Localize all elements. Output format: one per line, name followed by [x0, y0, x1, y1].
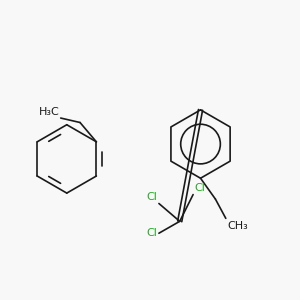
Text: H₃C: H₃C: [39, 107, 59, 117]
Text: Cl: Cl: [194, 183, 205, 194]
Text: Cl: Cl: [147, 228, 158, 238]
Text: Cl: Cl: [147, 192, 158, 202]
Text: CH₃: CH₃: [227, 221, 248, 231]
